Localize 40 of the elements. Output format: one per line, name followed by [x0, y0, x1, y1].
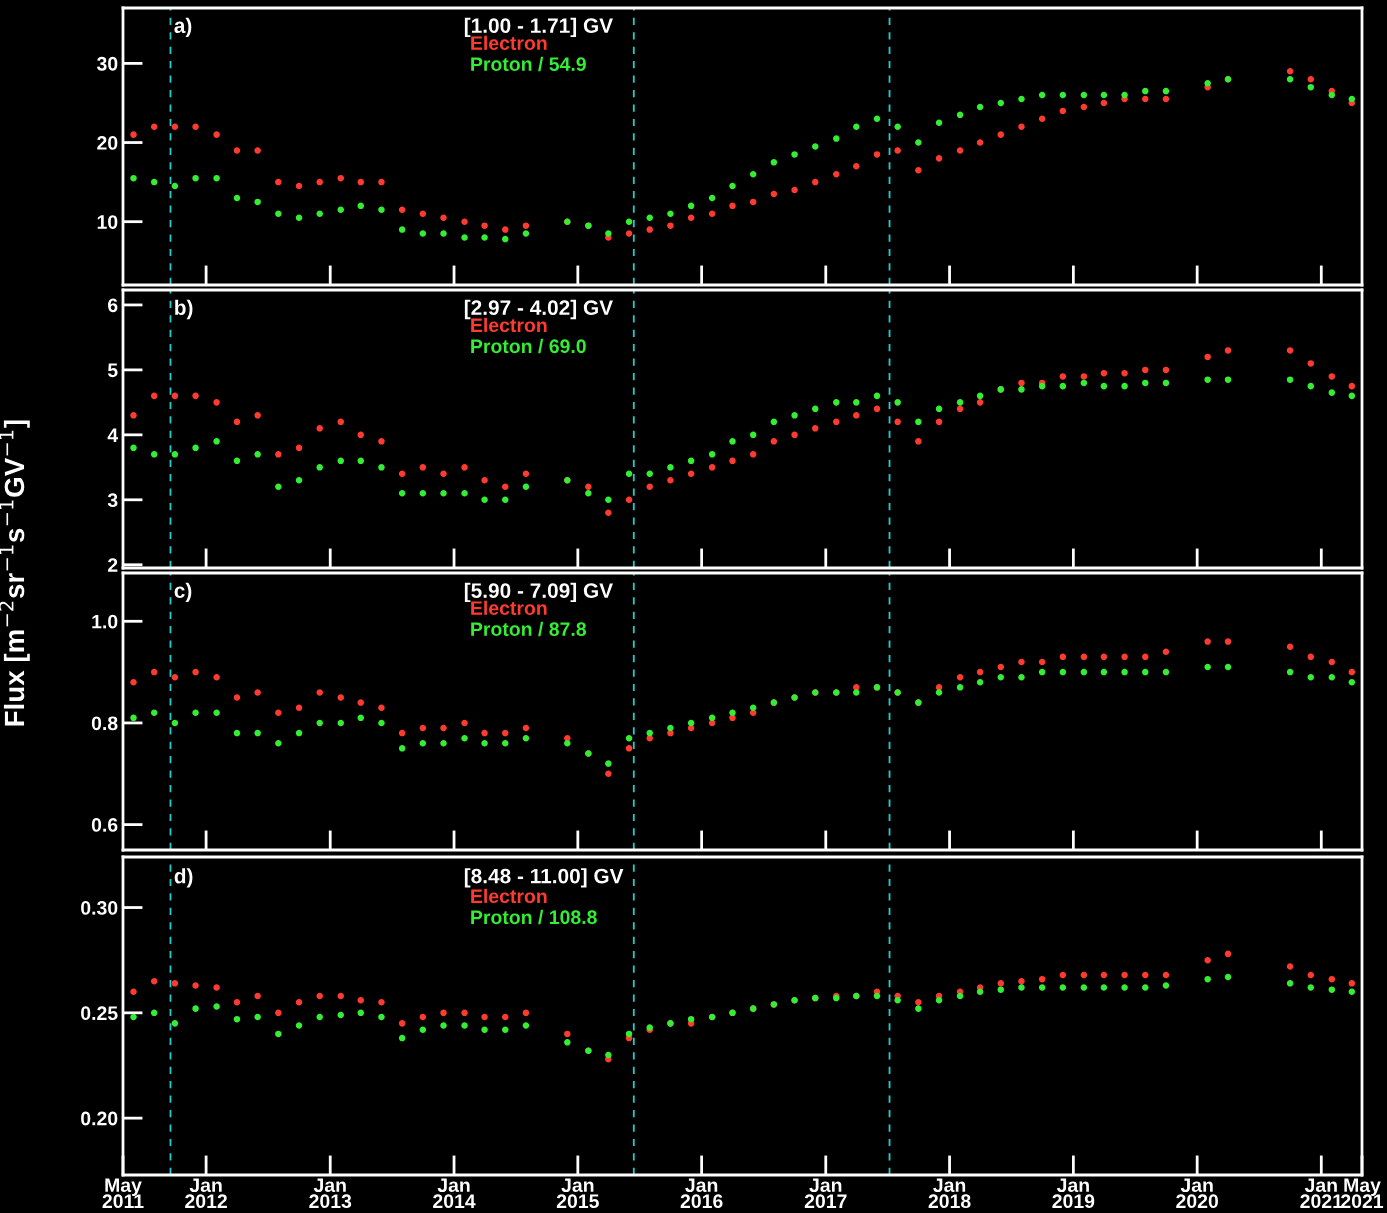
- x-tick-label: Jan 2017: [804, 1178, 847, 1209]
- annotation: a): [174, 17, 192, 38]
- y-tick-label: 0.25: [81, 1006, 118, 1021]
- chart-title: [8.48 - 11.00] GV: [464, 868, 624, 888]
- x-tick-label: Jan 2014: [433, 1178, 476, 1209]
- y-tick-label: 3: [107, 493, 118, 508]
- y-tick-label: 30: [96, 56, 118, 71]
- text: Proton / 69.0: [471, 338, 586, 354]
- text: Proton / 54.9: [471, 56, 586, 72]
- x-tick-label: May 2011: [102, 1178, 144, 1209]
- chart-title: [1.00 - 1.71] GV: [464, 17, 613, 38]
- y-tick-label: 0.8: [91, 716, 118, 731]
- text: Electron: [471, 600, 547, 615]
- x-tick-label: Jan 2015: [556, 1178, 599, 1209]
- y-tick-label: 5: [107, 363, 118, 378]
- annotation: b): [175, 299, 193, 320]
- text: Electron: [471, 888, 547, 904]
- y-tick-label: 1.0: [92, 614, 118, 629]
- x-tick-label: Jan 2012: [185, 1178, 227, 1209]
- y-tick-label: 0.6: [91, 818, 118, 832]
- x-tick-label: Jan 2016: [680, 1178, 723, 1209]
- y-tick-label: 2: [108, 558, 118, 572]
- x-tick-label: May 2021: [1341, 1178, 1384, 1209]
- chart-title: [5.90 - 7.09] GV: [464, 582, 613, 603]
- text: Proton / 108.8: [471, 909, 597, 925]
- annotation: c): [174, 582, 192, 603]
- x-tick-label: Jan 2019: [1052, 1178, 1095, 1209]
- y-tick-label: 0.20: [81, 1111, 118, 1126]
- x-tick-label: Jan 2020: [1176, 1178, 1218, 1209]
- text: Proton / 87.8: [471, 621, 587, 637]
- y-tick-label: 6: [108, 298, 118, 313]
- y-tick-label: 4: [107, 428, 119, 442]
- x-tick-label: Jan 2013: [309, 1178, 352, 1209]
- x-tick-label: Jan 2018: [928, 1178, 971, 1209]
- text: Electron: [471, 35, 547, 50]
- annotation: d): [174, 868, 193, 888]
- x-tick-label: Jan 2021: [1300, 1178, 1343, 1209]
- y-tick-label: 0.30: [81, 901, 118, 915]
- y-tick-label: 20: [97, 136, 118, 150]
- y-tick-label: 10: [97, 215, 118, 229]
